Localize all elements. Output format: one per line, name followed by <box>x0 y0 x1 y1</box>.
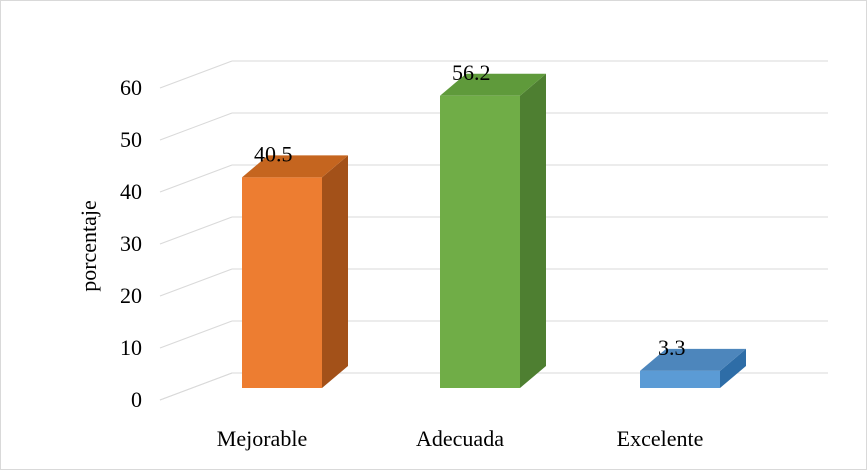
bar-front <box>242 177 322 388</box>
floor-edge <box>159 372 233 401</box>
gridline-wall <box>159 112 233 141</box>
bar-adecuada <box>440 73 546 388</box>
gridline-wall <box>159 216 233 245</box>
gridline-wall <box>159 60 233 89</box>
y-axis-ticks: 0 10 20 30 40 50 60 <box>120 75 142 412</box>
data-label: 40.5 <box>254 141 293 166</box>
y-tick-label: 40 <box>120 179 142 204</box>
bar-front <box>440 95 520 388</box>
gridline-wall <box>159 164 233 193</box>
y-tick-label: 50 <box>120 127 142 152</box>
y-tick-label: 60 <box>120 75 142 100</box>
bar-side <box>520 73 546 388</box>
data-label: 56.2 <box>452 60 491 85</box>
y-tick-label: 20 <box>120 283 142 308</box>
bar-top <box>440 73 546 96</box>
y-axis-title: porcentaje <box>76 200 101 292</box>
bar-side <box>720 348 746 388</box>
y-tick-label: 10 <box>120 335 142 360</box>
x-category-label: Excelente <box>617 426 704 451</box>
bar-top <box>640 348 746 371</box>
bars <box>242 73 746 388</box>
x-category-label: Mejorable <box>217 426 307 451</box>
y-tick-label: 0 <box>131 387 142 412</box>
bar-mejorable <box>242 155 348 388</box>
x-axis-categories: Mejorable Adecuada Excelente <box>217 426 704 451</box>
y-tick-label: 30 <box>120 231 142 256</box>
bar-side <box>322 155 348 388</box>
x-category-label: Adecuada <box>416 426 504 451</box>
data-labels: 40.5 56.2 3.3 <box>254 60 686 360</box>
bar-excelente <box>640 348 746 388</box>
bar-front <box>640 370 720 388</box>
data-label: 3.3 <box>658 335 686 360</box>
gridline-wall <box>159 320 233 349</box>
bar-top <box>242 155 348 178</box>
gridline-wall <box>159 268 233 297</box>
